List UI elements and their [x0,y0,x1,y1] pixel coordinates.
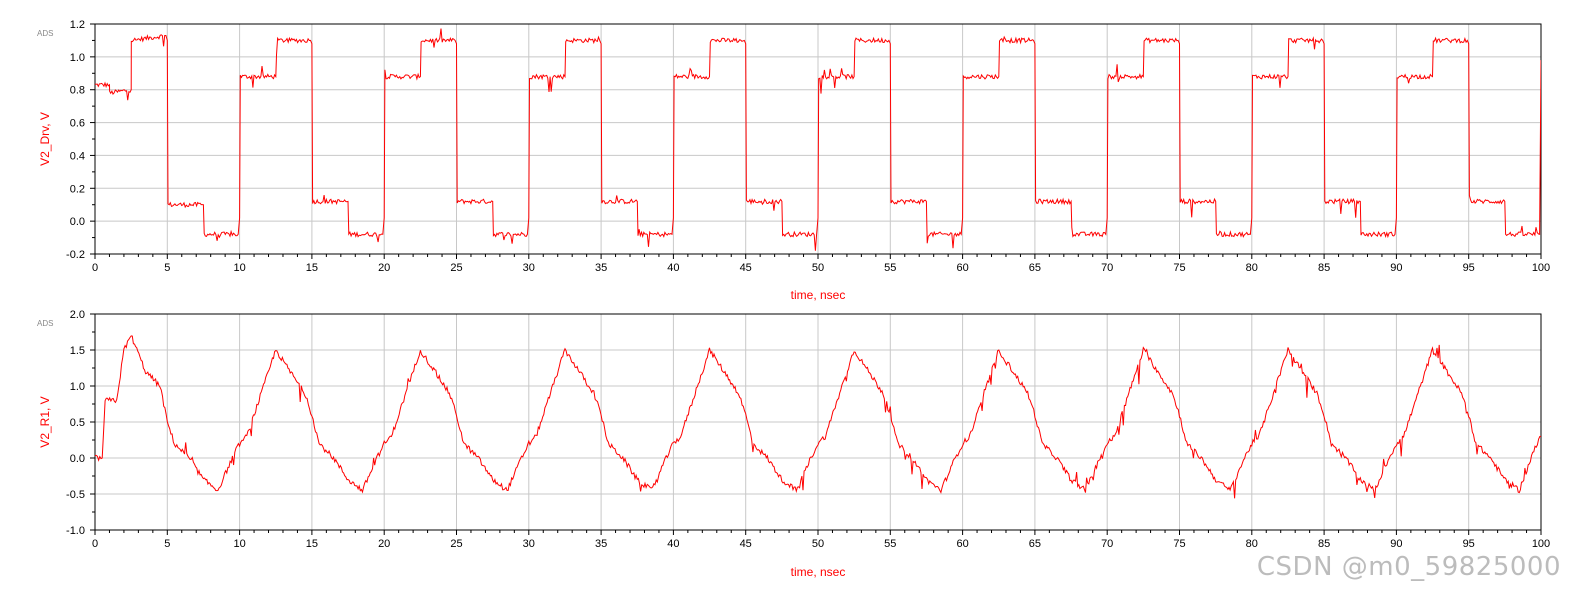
x-tick-label: 10 [233,538,245,550]
x-tick-label: 65 [1029,538,1041,550]
x-tick-label: 30 [523,262,535,274]
x-tick-label: 30 [523,538,535,550]
x-tick-label: 25 [450,538,462,550]
y-tick-label: 0.4 [70,150,85,162]
y-tick-label: 1.5 [70,345,85,357]
y-tick-label: 0.0 [70,216,85,228]
x-tick-label: 55 [884,262,896,274]
y-tick-label: -1.0 [66,525,85,537]
x-tick-label: 90 [1390,538,1402,550]
y-tick-label: 0.8 [70,85,85,97]
x-tick-label: 100 [1532,262,1550,274]
series-line-0 [95,28,1541,251]
x-tick-label: 95 [1463,262,1475,274]
x-tick-label: 35 [595,262,607,274]
y-tick-label: 0.2 [70,183,85,195]
x-tick-label: 45 [740,262,752,274]
y-tick-label: 1.0 [70,381,85,393]
y-tick-label: -0.5 [66,489,85,501]
x-tick-label: 0 [92,538,98,550]
y-tick-label: 1.0 [70,52,85,64]
y-axis-label: V2_Drv, V [38,112,52,166]
x-tick-label: 50 [812,262,824,274]
x-axis-label: time, nsec [791,288,846,302]
x-tick-label: 40 [667,262,679,274]
x-tick-label: 60 [956,262,968,274]
y-tick-label: 2.0 [70,309,85,321]
x-tick-label: 80 [1246,538,1258,550]
x-tick-label: 35 [595,538,607,550]
x-axis-label: time, nsec [791,565,846,579]
x-tick-label: 90 [1390,262,1402,274]
x-tick-label: 75 [1173,262,1185,274]
chart-v2-drv: 0 5 10 15 20 25 30 35 40 45 50 55 60 65 70 75 80 85 90 95 10… [37,19,1550,302]
series-line-0 [95,335,1541,499]
x-tick-label: 15 [306,262,318,274]
x-tick-label: 0 [92,262,98,274]
x-tick-label: 10 [233,262,245,274]
y-axis-label: V2_R1, V [38,396,52,447]
ads-tag: ADS [37,319,53,328]
x-tick-label: 20 [378,538,390,550]
x-tick-label: 80 [1246,262,1258,274]
y-tick-label: 1.2 [70,19,85,31]
x-tick-label: 95 [1463,538,1475,550]
csdn-watermark: CSDN @m0_59825000 [1256,552,1561,582]
x-tick-label: 40 [667,538,679,550]
x-tick-label: 5 [164,538,170,550]
x-tick-label: 70 [1101,262,1113,274]
x-tick-label: 60 [956,538,968,550]
x-tick-label: 100 [1532,538,1550,550]
x-tick-label: 55 [884,538,896,550]
chart-v2-r1: 0 5 10 15 20 25 30 35 40 45 50 55 60 65 70 75 80 85 90 95 10… [37,309,1550,579]
y-tick-label: -0.2 [66,249,85,261]
x-tick-label: 15 [306,538,318,550]
y-tick-label: 0.0 [70,453,85,465]
x-tick-label: 5 [164,262,170,274]
y-tick-label: 0.6 [70,118,85,130]
y-tick-label: 0.5 [70,417,85,429]
x-tick-label: 75 [1173,538,1185,550]
x-tick-label: 20 [378,262,390,274]
x-tick-label: 85 [1318,538,1330,550]
x-tick-label: 50 [812,538,824,550]
ads-tag: ADS [37,29,53,38]
x-tick-label: 25 [450,262,462,274]
x-tick-label: 65 [1029,262,1041,274]
x-tick-label: 70 [1101,538,1113,550]
x-tick-label: 45 [740,538,752,550]
x-tick-label: 85 [1318,262,1330,274]
